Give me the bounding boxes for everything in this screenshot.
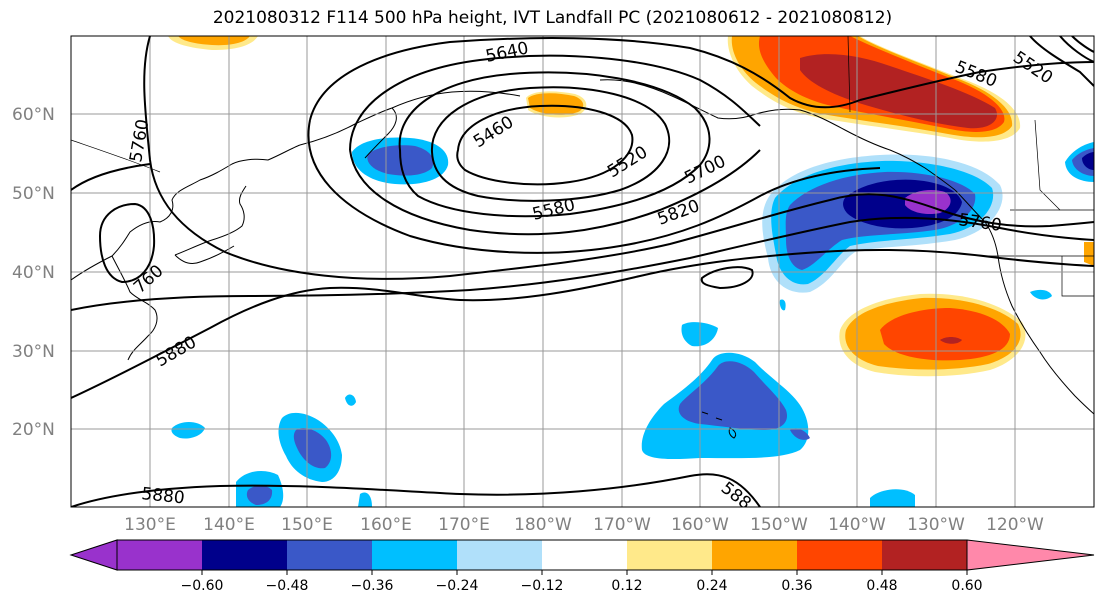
- lon-label: 150°W: [750, 515, 808, 535]
- contour-label: 5880: [140, 484, 185, 508]
- lat-label: 40°N: [12, 263, 55, 283]
- lat-label: 60°N: [12, 105, 55, 125]
- colorbar-tick-label: −0.12: [521, 578, 564, 594]
- colorbar-tick-label: −0.60: [181, 578, 224, 594]
- lat-label: 20°N: [12, 420, 55, 440]
- colorbar-tick-label: −0.36: [351, 578, 394, 594]
- positive-ivt-region-bering: [526, 91, 587, 118]
- negative-ivt-region-west-pacific: [171, 289, 1052, 507]
- colorbar-swatch: [542, 540, 627, 570]
- lon-label: 130°E: [124, 515, 176, 535]
- colorbar-extend-high: [966, 539, 1095, 571]
- positive-ivt-region-north-edge: [168, 36, 258, 50]
- colorbar-swatch: [372, 540, 457, 570]
- colorbar-swatch: [117, 540, 202, 570]
- colorbar-swatch: [627, 540, 712, 570]
- colorbar-tick-label: −0.48: [266, 578, 309, 594]
- colorbar-tick-label: 0.36: [781, 578, 812, 594]
- colorbar-tick-label: 0.24: [696, 578, 727, 594]
- map-content: 5640 5460 5520 5580 5700 5820 5580 5520 …: [71, 36, 1094, 508]
- colorbar-tick-label: 0.12: [611, 578, 642, 594]
- negative-ivt-region-east-edge: [1065, 142, 1094, 182]
- lon-label: 160°W: [671, 515, 729, 535]
- lon-label: 130°W: [907, 515, 965, 535]
- positive-ivt-region-subtropical: [839, 242, 1094, 377]
- colorbar-swatch: [287, 540, 372, 570]
- colorbar-swatch: [202, 540, 287, 570]
- lon-label: 140°E: [203, 515, 255, 535]
- colorbar-extend-low: [69, 539, 118, 571]
- latitude-labels: 60°N 50°N 40°N 30°N 20°N: [12, 105, 55, 440]
- lon-label: 180°W: [514, 515, 572, 535]
- lon-label: 140°W: [828, 515, 886, 535]
- lon-label: 170°W: [593, 515, 651, 535]
- colorbar-tick-label: 0.48: [866, 578, 897, 594]
- colorbar-swatch: [797, 540, 882, 570]
- lon-label: 160°E: [360, 515, 412, 535]
- colorbar-swatch: [457, 540, 542, 570]
- colorbar-swatch: [712, 540, 797, 570]
- colorbar-tick-label: 0.60: [951, 578, 982, 594]
- lon-label: 170°E: [438, 515, 490, 535]
- height-contours: [71, 36, 1094, 507]
- lon-label: 150°E: [281, 515, 333, 535]
- negative-ivt-region-northeast: [762, 154, 1003, 293]
- lat-label: 50°N: [12, 184, 55, 204]
- colorbar: −0.60 −0.48 −0.36 −0.24 −0.12 0.12 0.24 …: [69, 539, 1095, 594]
- map-border: [70, 35, 1095, 508]
- lat-label: 30°N: [12, 342, 55, 362]
- longitude-labels: 130°E 140°E 150°E 160°E 170°E 180°W 170°…: [124, 515, 1044, 535]
- lon-label: 120°W: [986, 515, 1044, 535]
- map-title: 2021080312 F114 500 hPa height, IVT Land…: [212, 8, 893, 28]
- colorbar-tick-label: −0.24: [436, 578, 479, 594]
- colorbar-swatch: [882, 540, 967, 570]
